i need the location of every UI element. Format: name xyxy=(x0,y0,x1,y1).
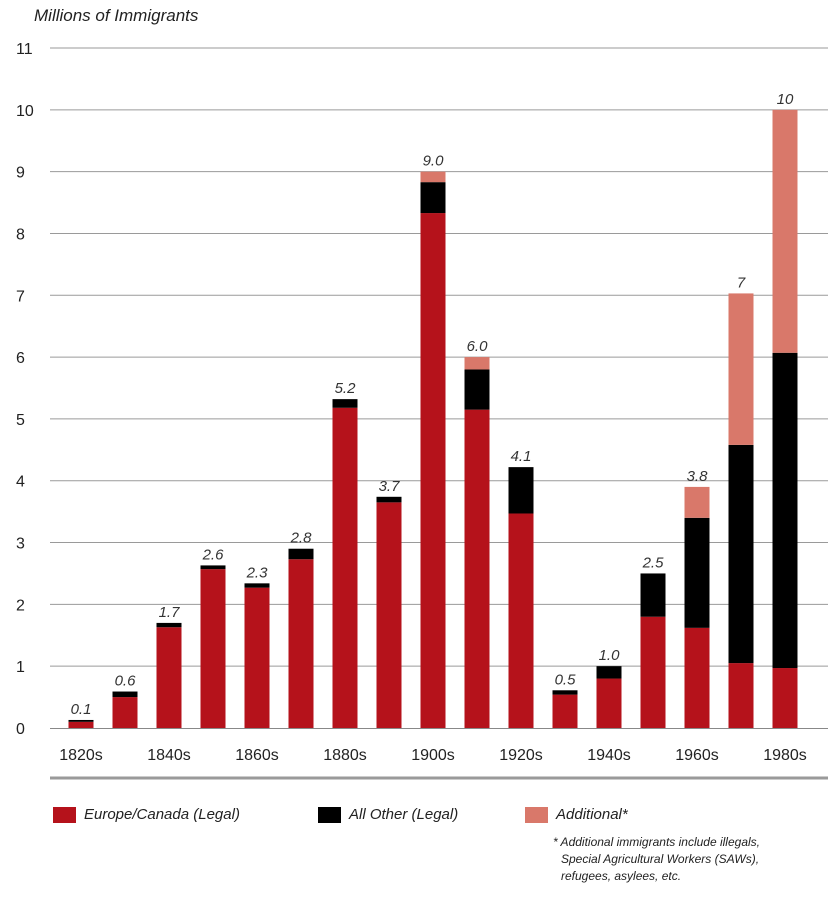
bar-segment xyxy=(420,213,446,728)
bar-total-label: 1.0 xyxy=(599,647,621,664)
y-tick-label: 10 xyxy=(16,103,34,120)
bar-segment xyxy=(772,352,798,669)
y-tick-label: 8 xyxy=(16,226,25,243)
bar-segment xyxy=(112,697,138,728)
bar-segment xyxy=(684,627,710,728)
bar-segment xyxy=(376,502,402,728)
bar-segment xyxy=(156,627,182,728)
y-axis-title: Millions of Immigrants xyxy=(34,6,199,25)
footnote-line: refugees, asylees, etc. xyxy=(561,869,682,883)
bar-segment xyxy=(112,691,138,698)
bar-segment xyxy=(200,569,226,728)
y-tick-label: 1 xyxy=(16,659,25,676)
bar-total-label: 0.5 xyxy=(555,671,577,688)
bar-segment xyxy=(728,293,754,445)
bar-segment xyxy=(156,622,182,628)
y-tick-label: 9 xyxy=(16,165,25,182)
bar-segment xyxy=(420,171,446,183)
bar-segment xyxy=(640,616,666,728)
x-tick-label: 1920s xyxy=(499,747,543,764)
bar-segment xyxy=(772,109,798,353)
bar-segment xyxy=(376,496,402,503)
y-tick-label: 4 xyxy=(16,474,25,491)
y-tick-label: 0 xyxy=(16,721,25,738)
footnote-line: * Additional immigrants include illegals… xyxy=(553,835,760,849)
bar-segment xyxy=(640,573,666,617)
legend-swatch-additional xyxy=(525,806,548,823)
bar-total-label: 6.0 xyxy=(467,338,489,355)
legend-swatch-europe-canada xyxy=(53,806,76,823)
bar-segment xyxy=(596,678,622,728)
x-tick-label: 1960s xyxy=(675,747,719,764)
bar-segment xyxy=(464,409,490,728)
legend-item-all-other: All Other (Legal) xyxy=(318,806,458,823)
bar-segment xyxy=(420,182,446,214)
legend-item-additional: Additional* xyxy=(525,806,628,823)
y-tick-label: 3 xyxy=(16,536,25,553)
bar-segment xyxy=(508,513,534,728)
bar-segment xyxy=(772,668,798,728)
x-tick-label: 1940s xyxy=(587,747,631,764)
bar-segment xyxy=(464,369,490,410)
bar-segment xyxy=(68,719,94,722)
bar-segment xyxy=(288,559,314,728)
x-tick-label: 1840s xyxy=(147,747,191,764)
legend-swatch-all-other xyxy=(318,806,341,823)
x-tick-label: 1980s xyxy=(763,747,807,764)
bar-segment xyxy=(684,486,710,518)
x-tick-label: 1880s xyxy=(323,747,367,764)
bar-segment xyxy=(68,721,94,728)
bar-segment xyxy=(596,666,622,679)
legend-label-additional: Additional* xyxy=(556,806,628,823)
bar-total-label: 1.7 xyxy=(159,604,181,621)
y-tick-label: 11 xyxy=(16,41,33,58)
bar-segment xyxy=(508,467,534,514)
bar-segment xyxy=(200,565,226,570)
bar-total-label: 4.1 xyxy=(511,448,532,465)
y-tick-label: 7 xyxy=(16,288,25,305)
footnote: * Additional immigrants include illegals… xyxy=(553,834,760,885)
bar-segment xyxy=(244,587,270,728)
bar-total-label: 2.5 xyxy=(642,554,665,571)
bar-total-label: 2.6 xyxy=(202,546,225,563)
bar-segment xyxy=(684,517,710,628)
stacked-bar-chart: 0 1 2 3 4 5 6 7 8 9 10 11 0.1 1820s 0.6 1.7 1840s 2.6 2.3 1… xyxy=(16,41,828,780)
bar-total-label: 2.3 xyxy=(246,564,269,581)
bar-segment xyxy=(332,399,358,408)
bar-segment xyxy=(728,663,754,728)
x-tick-label: 1900s xyxy=(411,747,455,764)
legend-item-europe-canada: Europe/Canada (Legal) xyxy=(53,806,240,823)
y-tick-label: 6 xyxy=(16,350,25,367)
x-tick-label: 1820s xyxy=(59,747,103,764)
bar-segment xyxy=(552,690,578,695)
bar-segment xyxy=(244,583,270,588)
bar-total-label: 10 xyxy=(777,91,794,108)
bar-total-label: 3.8 xyxy=(687,468,709,485)
bar-total-label: 0.1 xyxy=(71,701,92,718)
bar-segment xyxy=(288,548,314,560)
bar-segment xyxy=(728,444,754,664)
y-tick-label: 5 xyxy=(16,412,25,429)
y-tick-label: 2 xyxy=(16,597,25,614)
bar-segment xyxy=(552,694,578,728)
legend: Europe/Canada (Legal) All Other (Legal) … xyxy=(50,806,830,830)
bar-total-label: 7 xyxy=(737,274,746,291)
legend-label-all-other: All Other (Legal) xyxy=(349,806,459,823)
bar-total-label: 0.6 xyxy=(115,673,137,690)
bar-total-label: 2.8 xyxy=(290,530,313,547)
bar-segment xyxy=(464,357,490,370)
legend-label-europe-canada: Europe/Canada (Legal) xyxy=(84,806,240,823)
bar-total-label: 3.7 xyxy=(379,478,401,495)
bar-total-label: 9.0 xyxy=(423,153,445,170)
x-tick-label: 1860s xyxy=(235,747,279,764)
bar-segment xyxy=(332,407,358,728)
footnote-line: Special Agricultural Workers (SAWs), xyxy=(561,852,760,866)
bar-total-label: 5.2 xyxy=(335,380,357,397)
